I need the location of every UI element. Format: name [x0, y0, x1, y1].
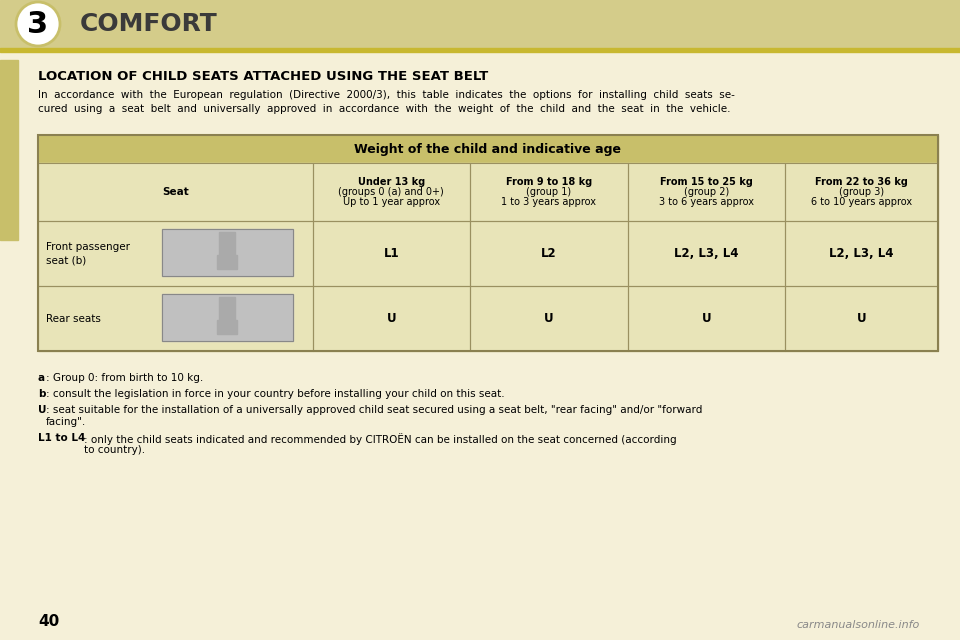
Bar — [313, 286, 470, 351]
Text: facing".: facing". — [45, 417, 85, 427]
Bar — [38, 221, 313, 286]
Text: L2, L3, L4: L2, L3, L4 — [674, 247, 738, 260]
Bar — [628, 286, 785, 351]
Bar — [313, 163, 470, 221]
Bar — [38, 286, 313, 351]
Text: COMFORT: COMFORT — [80, 12, 218, 36]
Text: U: U — [387, 312, 396, 325]
Text: b: b — [38, 389, 45, 399]
Bar — [0, 48, 960, 52]
Text: : consult the legislation in force in your country before installing your child : : consult the legislation in force in yo… — [45, 389, 504, 399]
Bar — [0, 60, 18, 240]
Text: In  accordance  with  the  European  regulation  (Directive  2000/3),  this  tab: In accordance with the European regulati… — [38, 90, 734, 100]
Text: Up to 1 year approx: Up to 1 year approx — [343, 197, 440, 207]
Bar — [313, 163, 470, 221]
Bar — [785, 163, 938, 221]
Bar — [38, 163, 313, 221]
Bar — [0, 0, 960, 48]
Bar — [470, 163, 628, 221]
Bar — [470, 286, 628, 351]
Bar — [628, 221, 785, 286]
Bar — [39, 136, 937, 162]
Text: 3 to 6 years approx: 3 to 6 years approx — [659, 197, 754, 207]
Text: Seat: Seat — [162, 187, 188, 197]
Bar — [470, 286, 628, 351]
Bar — [38, 286, 313, 351]
Bar — [220, 232, 235, 258]
Bar — [38, 135, 938, 163]
Text: Under 13 kg: Under 13 kg — [358, 177, 425, 187]
Bar — [161, 229, 294, 276]
Bar — [785, 286, 938, 351]
Bar — [470, 221, 628, 286]
Circle shape — [16, 2, 60, 46]
Text: 6 to 10 years approx: 6 to 10 years approx — [811, 197, 912, 207]
Text: carmanualsonline.info: carmanualsonline.info — [797, 620, 920, 630]
Text: U: U — [544, 312, 554, 325]
Text: From 9 to 18 kg: From 9 to 18 kg — [506, 177, 592, 187]
Bar — [628, 286, 785, 351]
Bar — [217, 319, 237, 333]
Text: seat (b): seat (b) — [46, 255, 86, 265]
Text: L2, L3, L4: L2, L3, L4 — [829, 247, 894, 260]
Bar — [161, 229, 294, 276]
Bar — [217, 255, 237, 269]
Bar — [220, 297, 235, 323]
Text: (groups 0 (a) and 0+): (groups 0 (a) and 0+) — [338, 187, 444, 197]
Text: U: U — [702, 312, 711, 325]
Text: U: U — [856, 312, 866, 325]
Bar — [161, 294, 294, 341]
Bar — [628, 221, 785, 286]
Bar — [785, 221, 938, 286]
Text: LOCATION OF CHILD SEATS ATTACHED USING THE SEAT BELT: LOCATION OF CHILD SEATS ATTACHED USING T… — [38, 70, 489, 83]
Bar — [313, 221, 470, 286]
Bar — [785, 286, 938, 351]
Text: From 22 to 36 kg: From 22 to 36 kg — [815, 177, 908, 187]
Bar — [313, 221, 470, 286]
Bar — [38, 163, 313, 221]
Text: L1 to L4: L1 to L4 — [38, 433, 85, 443]
Text: 3: 3 — [28, 10, 49, 38]
Bar — [628, 163, 785, 221]
Text: L1: L1 — [383, 247, 399, 260]
Text: U: U — [38, 405, 46, 415]
Bar — [785, 221, 938, 286]
Bar — [785, 163, 938, 221]
Text: 40: 40 — [38, 614, 60, 630]
Text: Weight of the child and indicative age: Weight of the child and indicative age — [354, 143, 621, 156]
Text: L2: L2 — [540, 247, 557, 260]
Bar — [470, 221, 628, 286]
Text: (group 1): (group 1) — [526, 187, 571, 197]
Bar — [628, 163, 785, 221]
Text: to country).: to country). — [84, 445, 145, 455]
Text: (group 3): (group 3) — [839, 187, 884, 197]
Bar — [313, 286, 470, 351]
Text: From 15 to 25 kg: From 15 to 25 kg — [660, 177, 753, 187]
Text: 1 to 3 years approx: 1 to 3 years approx — [501, 197, 596, 207]
Bar — [38, 135, 938, 351]
Text: : Group 0: from birth to 10 kg.: : Group 0: from birth to 10 kg. — [45, 373, 203, 383]
Bar — [470, 163, 628, 221]
Bar — [38, 221, 313, 286]
Bar — [161, 294, 294, 341]
Text: a: a — [38, 373, 45, 383]
Text: cured  using  a  seat  belt  and  universally  approved  in  accordance  with  t: cured using a seat belt and universally … — [38, 104, 731, 114]
Text: Rear seats: Rear seats — [46, 314, 101, 323]
Text: : only the child seats indicated and recommended by CITROËN can be installed on : : only the child seats indicated and rec… — [84, 433, 677, 445]
Text: : seat suitable for the installation of a universally approved child seat secure: : seat suitable for the installation of … — [45, 405, 702, 415]
Text: Front passenger: Front passenger — [46, 242, 130, 252]
Text: (group 2): (group 2) — [684, 187, 729, 197]
